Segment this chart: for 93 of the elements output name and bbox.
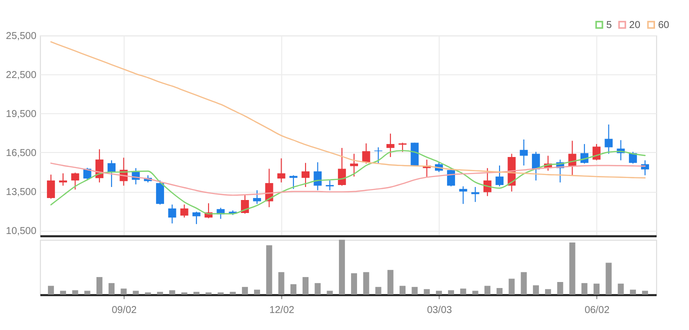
bar	[363, 272, 370, 295]
candlestick	[459, 186, 468, 204]
bar	[72, 290, 78, 295]
bar	[326, 290, 333, 295]
y-tick-label: 19,500	[6, 108, 37, 120]
legend-label: 60	[658, 20, 670, 31]
bar	[508, 278, 515, 295]
y-tick-label: 13,500	[6, 187, 37, 198]
y-tick-label: 10,500	[6, 226, 37, 238]
legend-label: 5	[606, 20, 612, 31]
bar	[96, 277, 102, 295]
bar	[387, 270, 394, 295]
bar	[48, 286, 54, 295]
candlestick	[108, 160, 116, 188]
bar	[375, 286, 382, 295]
candlestick	[386, 133, 394, 158]
bar	[351, 273, 358, 295]
bar	[400, 286, 406, 295]
bar	[278, 272, 284, 295]
candlestick	[592, 144, 601, 161]
bar	[448, 290, 454, 295]
bar	[120, 288, 127, 295]
candlestick	[350, 153, 358, 178]
candlestick	[580, 144, 588, 164]
candlestick	[604, 124, 613, 154]
bar	[630, 290, 636, 295]
bar	[484, 286, 490, 295]
candlestick	[240, 194, 249, 214]
candlestick	[520, 138, 528, 166]
candlestick	[338, 147, 346, 186]
bar	[594, 284, 600, 295]
bar	[181, 292, 188, 295]
bar	[472, 290, 478, 295]
bar	[424, 289, 430, 295]
bar	[206, 292, 212, 295]
x-tick-label: 09/02	[112, 305, 138, 316]
candlestick	[253, 190, 262, 204]
candlestick	[192, 211, 200, 225]
candlestick	[156, 180, 164, 206]
bar	[338, 240, 345, 295]
candlestick	[302, 162, 310, 188]
candlestick	[362, 142, 370, 164]
y-tick-label: 25,500	[6, 30, 37, 42]
bar	[569, 242, 576, 295]
bar	[642, 290, 648, 295]
y-tick-label: 16,500	[6, 148, 37, 159]
candlestick	[71, 172, 80, 190]
bar	[230, 292, 236, 295]
x-tick-label: 03/03	[426, 305, 452, 316]
x-tick-label: 12/02	[269, 305, 295, 316]
legend-label: 20	[629, 20, 641, 31]
candlestick	[628, 151, 637, 164]
candlestick	[168, 204, 176, 224]
bar	[520, 272, 527, 295]
bar	[266, 245, 272, 295]
bar	[193, 292, 200, 295]
bar	[302, 277, 309, 295]
candlestick	[410, 142, 419, 166]
bar	[460, 288, 466, 295]
bar	[218, 292, 224, 295]
candlestick	[447, 168, 456, 187]
candlestick	[46, 174, 55, 200]
bar	[557, 282, 564, 295]
candlestick	[641, 160, 650, 176]
bar	[169, 290, 176, 295]
bar	[108, 283, 115, 295]
bar	[254, 290, 260, 295]
bar	[496, 288, 503, 295]
candlestick	[471, 186, 480, 202]
bar	[532, 285, 539, 295]
y-tick-label: 22,500	[6, 70, 37, 81]
candlestick	[532, 151, 540, 181]
bar	[545, 289, 552, 295]
bar	[436, 290, 442, 295]
bar	[60, 290, 66, 295]
candlestick	[59, 172, 68, 186]
bar	[132, 290, 139, 295]
x-tick-label: 06/02	[584, 305, 610, 316]
bar	[581, 283, 588, 295]
candlestick	[289, 174, 298, 190]
bar	[84, 290, 90, 295]
bar	[157, 292, 164, 295]
bar	[290, 284, 296, 295]
bar	[606, 262, 612, 295]
bar	[144, 292, 151, 295]
candlestick	[496, 165, 504, 187]
bar	[618, 284, 624, 295]
bar	[242, 286, 248, 295]
bar	[314, 283, 321, 295]
candlestick	[277, 158, 286, 183]
candlestick	[180, 204, 188, 218]
bar	[412, 286, 418, 295]
candlestick	[326, 180, 334, 191]
